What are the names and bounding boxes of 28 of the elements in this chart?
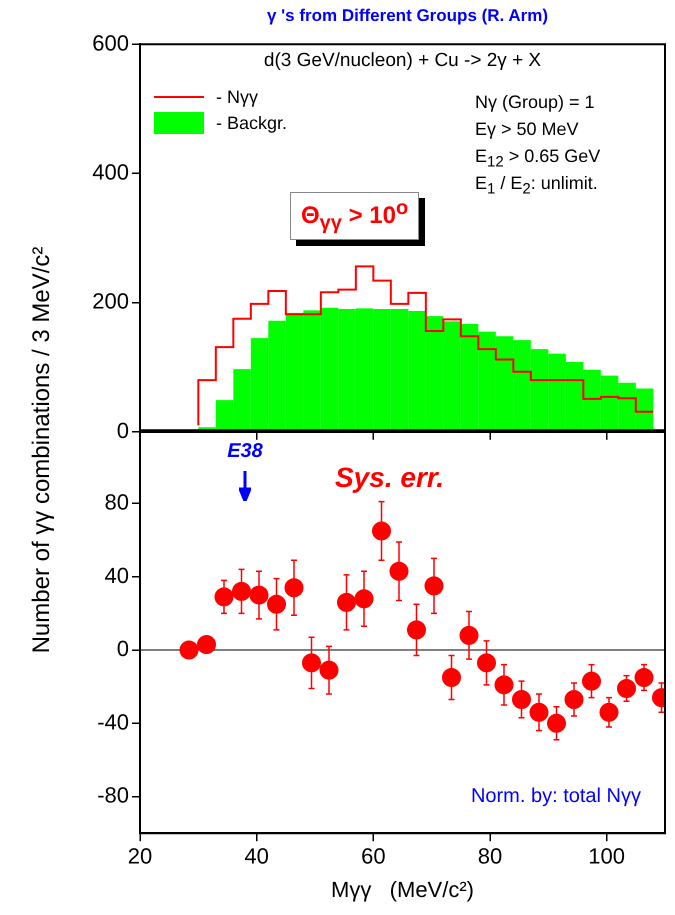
- annotation: E$_{1}$ / E$_{2}$: unlimit.: [475, 173, 598, 198]
- chart-subtitle: d(3 GeV/nucleon) + Cu -> 2γ + X: [262, 50, 542, 72]
- x-tick-label: 40: [244, 843, 269, 868]
- annotation: Θ$_{γγ}$ > 10$^{o}$: [290, 192, 420, 240]
- annotation: Eγ > 50 MeV: [475, 119, 579, 140]
- annotation: E38: [226, 440, 264, 464]
- y-tick-label: 80: [104, 490, 129, 515]
- legend-label: - Nγγ: [216, 86, 258, 108]
- x-tick-label: 20: [128, 843, 152, 868]
- y-tick-label: 40: [104, 562, 129, 588]
- y-tick-label: 0: [116, 418, 129, 443]
- y-tick-label: 200: [92, 288, 129, 314]
- x-axis-title: Mγγ (MeV/c²): [331, 876, 474, 902]
- x-tick-label: 100: [588, 843, 626, 868]
- x-tick-label: 60: [361, 843, 386, 868]
- y-tick-label: 0: [116, 636, 129, 662]
- y-tick-label: 400: [92, 159, 129, 184]
- legend-label: - Backgr.: [216, 112, 288, 134]
- y-tick-label: -40: [97, 709, 129, 734]
- y-tick-label: -80: [97, 782, 129, 808]
- annotation: Nγ (Group) = 1: [475, 92, 595, 114]
- chart-title: γ 's from Different Groups (R. Arm): [266, 6, 550, 26]
- x-tick-label: 80: [478, 843, 502, 868]
- y-axis-title: Number of γγ combinations / 3 MeV/c²: [28, 246, 56, 654]
- annotation: E$_{12}$ > 0.65 GeV: [475, 146, 600, 171]
- annotation: Sys. err.: [335, 462, 444, 494]
- y-tick-label: 600: [92, 30, 129, 56]
- annotation: Norm. by: total Nγγ: [470, 785, 641, 808]
